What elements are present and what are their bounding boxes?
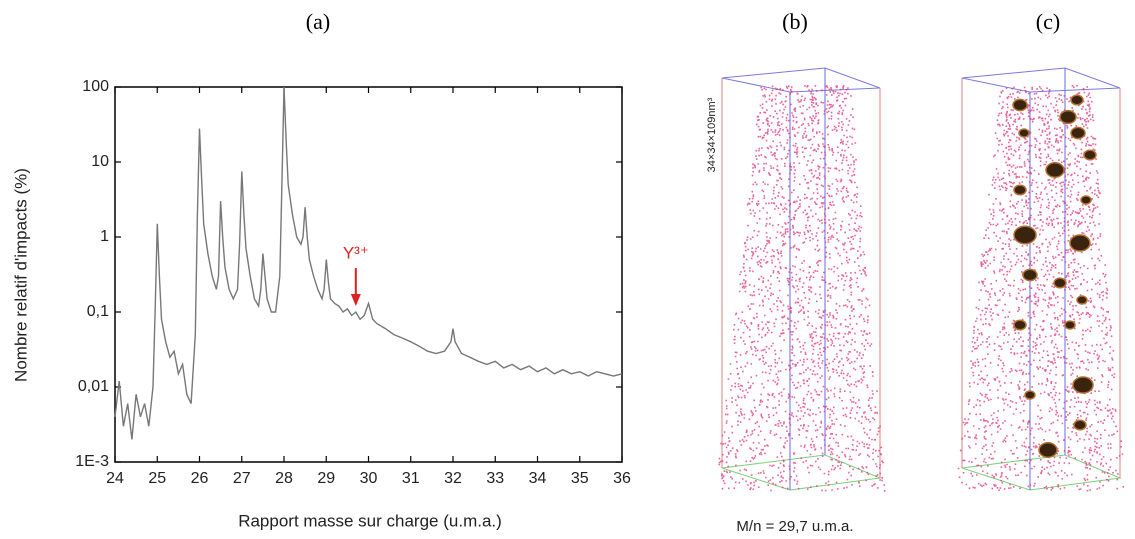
cluster [1069,234,1091,252]
volume-edge [721,67,881,93]
cluster [1022,268,1038,282]
cluster [1070,94,1084,106]
x-tick-label: 30 [360,470,378,487]
y-tick-label: 0,01 [78,378,109,395]
y-axis-label: Nombre relatif d'impacts (%) [11,168,30,382]
y-tick-label: 1E-3 [75,453,109,470]
x-tick-label: 28 [275,470,293,487]
atom-maps [718,67,1125,492]
cluster [1013,319,1027,331]
cluster [1083,149,1097,161]
spectrum-line [114,86,623,440]
y-tick-label: 10 [91,153,109,170]
cluster [1053,277,1067,289]
cluster [1080,195,1092,205]
cluster [1038,442,1058,458]
cluster [1013,225,1037,245]
panel-label: (c) [1036,9,1060,34]
cluster [1059,109,1077,125]
y-tick-label: 1 [100,228,109,245]
x-tick-label: 32 [444,470,462,487]
caption: M/n = 29,7 u.m.a. [736,518,853,535]
cluster [1064,320,1076,330]
x-tick-label: 26 [191,470,209,487]
x-axis-label: Rapport masse sur charge (u.m.a.) [238,511,502,530]
x-tick-label: 35 [571,470,589,487]
x-tick-label: 31 [402,470,420,487]
x-tick-label: 25 [148,470,166,487]
cluster [1012,98,1028,112]
cluster [1072,376,1094,394]
x-tick-label: 29 [317,470,335,487]
atom-cloud [957,85,1125,492]
plot-frame [114,86,623,463]
cluster [1073,419,1087,431]
annotation: Y³⁺ [343,244,369,263]
x-tick-label: 33 [486,470,504,487]
volume-edge [721,454,882,491]
cluster [1045,162,1065,178]
cluster [1076,295,1088,305]
annotation-arrowhead [350,294,361,307]
cluster [1024,390,1036,400]
atom-cloud [718,85,886,492]
panel-label: (a) [306,9,330,34]
cluster [1018,128,1030,138]
y-tick-label: 100 [82,78,109,95]
cluster [1070,126,1086,140]
cluster [1013,184,1027,196]
x-tick-label: 34 [529,470,547,487]
x-tick-label: 36 [613,470,631,487]
y-tick-label: 0,1 [87,303,109,320]
x-tick-label: 24 [106,470,124,487]
x-tick-label: 27 [233,470,251,487]
panel-label: (b) [782,9,808,34]
volume-dimensions: 34×34×109nm³ [706,97,718,172]
